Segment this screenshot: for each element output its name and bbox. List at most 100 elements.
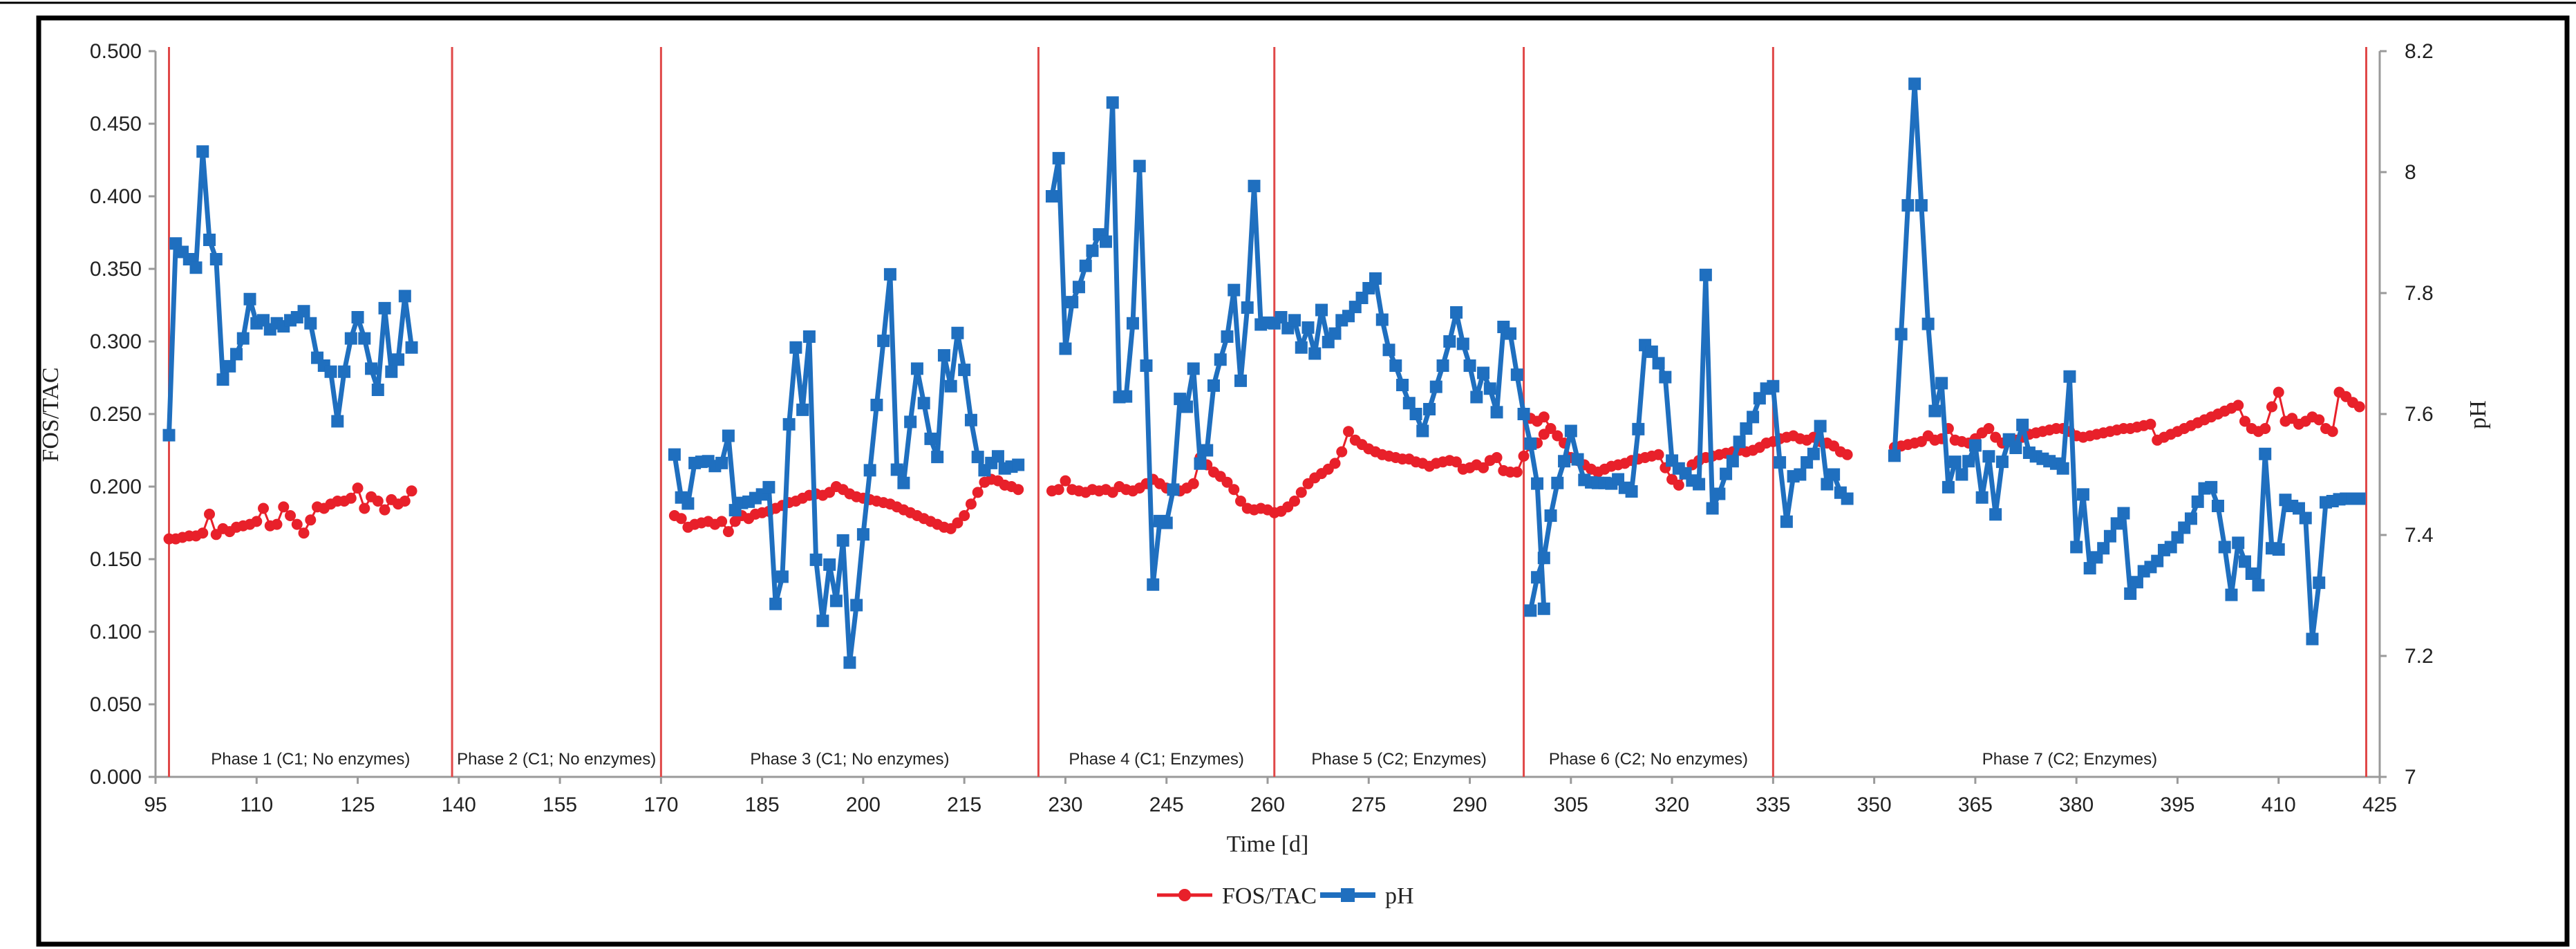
ph-point xyxy=(1483,382,1496,395)
ph-point xyxy=(715,456,728,469)
ph-point xyxy=(2103,529,2116,543)
fos-tac-point xyxy=(959,510,970,521)
fos-tac-point xyxy=(291,518,303,530)
x-tick-label: 200 xyxy=(846,793,881,816)
ph-point xyxy=(1504,327,1517,340)
x-tick-label: 215 xyxy=(947,793,981,816)
ph-point xyxy=(1423,403,1436,415)
ph-point xyxy=(1248,180,1261,193)
fos-tac-point xyxy=(2313,414,2325,426)
ph-point xyxy=(1955,468,1968,481)
ph-point xyxy=(2225,588,2238,601)
x-tick-label: 185 xyxy=(745,793,780,816)
ph-point xyxy=(816,614,829,628)
ph-series-line xyxy=(1049,100,1547,609)
ph-point xyxy=(1079,259,1092,272)
fos-tac-point xyxy=(952,517,963,529)
ph-point xyxy=(1975,491,1989,504)
y-left-tick-label: 0.150 xyxy=(90,548,142,571)
ph-point xyxy=(344,332,357,345)
ph-point xyxy=(2184,512,2197,525)
x-tick-label: 380 xyxy=(2059,793,2094,816)
ph-point xyxy=(910,362,923,375)
ph-point xyxy=(1989,508,2002,521)
ph-point xyxy=(1962,455,1975,468)
ph-point xyxy=(1517,408,1530,420)
ph-point xyxy=(937,349,950,362)
ph-point xyxy=(1625,485,1638,498)
ph-point xyxy=(924,432,937,445)
ph-point xyxy=(1901,199,1915,212)
ph-point xyxy=(944,379,957,393)
ph-point xyxy=(371,384,384,396)
ph-point xyxy=(1726,455,1739,468)
fos-tac-point xyxy=(251,516,263,527)
ph-point xyxy=(1928,404,1942,417)
y-right-tick-label: 7.2 xyxy=(2405,645,2434,668)
fos-tac-point xyxy=(1518,450,1530,462)
ph-point xyxy=(1308,347,1322,360)
ph-point xyxy=(1537,602,1550,615)
ph-point xyxy=(1659,370,1672,384)
ph-point xyxy=(2313,576,2326,590)
ph-point xyxy=(1066,296,1079,309)
fos-tac-point xyxy=(372,496,384,507)
ph-point xyxy=(2009,442,2022,454)
ph-point xyxy=(789,341,802,354)
ph-point xyxy=(297,305,310,318)
x-tick-label: 290 xyxy=(1453,793,1487,816)
ph-point xyxy=(1948,455,1962,469)
ph-point xyxy=(931,451,944,464)
ph-point xyxy=(1099,235,1112,248)
ph-point xyxy=(1126,317,1139,330)
ph-point xyxy=(1753,392,1766,405)
ph-point xyxy=(2076,488,2089,501)
ph-point xyxy=(1429,380,1442,393)
x-tick-label: 125 xyxy=(341,793,375,816)
y-left-tick-label: 0.000 xyxy=(90,766,142,789)
fos-tac-point xyxy=(1491,452,1503,463)
ph-point xyxy=(1241,301,1254,314)
fos-tac-point xyxy=(2259,423,2271,434)
fos-tac-point xyxy=(1653,449,1664,460)
ph-point xyxy=(1807,447,1820,460)
ph-point xyxy=(1456,337,1469,350)
fos-tac-point xyxy=(1228,484,1240,496)
fos-tac-point xyxy=(1841,449,1853,460)
x-tick-label: 395 xyxy=(2160,793,2194,816)
x-tick-label: 95 xyxy=(144,793,167,816)
ph-point xyxy=(958,364,971,377)
ph-point xyxy=(809,553,822,566)
y-left-tick-label: 0.300 xyxy=(90,330,142,353)
ph-point xyxy=(405,341,418,354)
ph-point xyxy=(1382,344,1395,357)
fos-tac-point xyxy=(1552,430,1563,442)
ph-point xyxy=(236,332,250,345)
fos-tac-point xyxy=(1295,487,1307,498)
fos-tac-point xyxy=(1511,467,1523,478)
ph-point xyxy=(917,397,930,410)
ph-point xyxy=(1510,368,1523,382)
ph-point xyxy=(1180,400,1193,413)
ph-point xyxy=(890,463,903,476)
ph-point xyxy=(1908,77,1921,91)
phase-labels: Phase 1 (C1; No enzymes) Phase 2 (C1; No … xyxy=(211,750,2157,769)
ph-point xyxy=(1234,374,1247,387)
ph-point xyxy=(856,528,869,541)
ph-point xyxy=(1295,341,1308,354)
ph-point xyxy=(1450,306,1463,319)
y-left-tick-label: 0.100 xyxy=(90,621,142,643)
ph-point xyxy=(1693,478,1706,491)
ph-point xyxy=(1524,437,1537,450)
y-left-tick-label: 0.450 xyxy=(90,113,142,135)
fos-tac-point xyxy=(406,485,417,497)
ph-point xyxy=(358,332,371,345)
fos-tac-point xyxy=(972,487,984,498)
fos-tac-point xyxy=(278,501,290,513)
ph-point xyxy=(823,558,836,571)
ph-point xyxy=(1490,406,1503,419)
ph-point xyxy=(870,398,883,411)
legend-fos-tac-marker xyxy=(1178,889,1191,901)
x-tick-label: 275 xyxy=(1351,793,1386,816)
ph-point xyxy=(2292,502,2305,515)
